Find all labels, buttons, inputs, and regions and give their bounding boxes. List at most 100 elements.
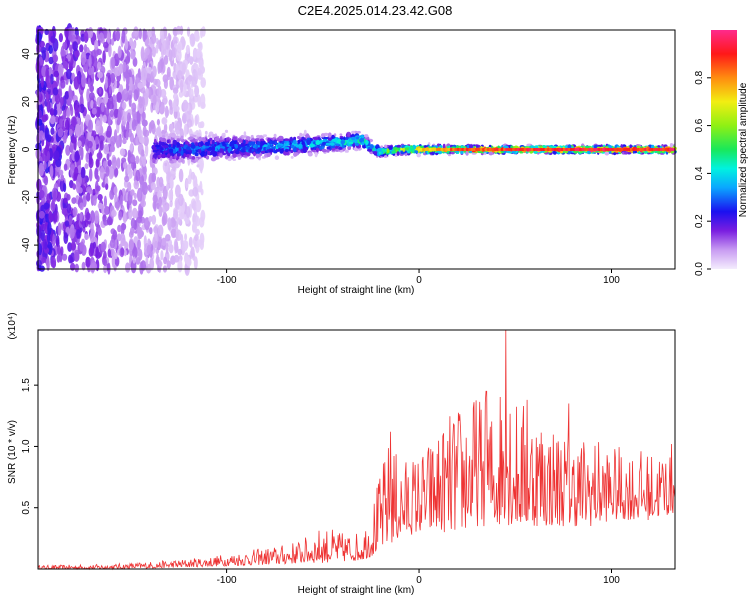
heatmap-signal-cell (276, 149, 280, 152)
heatmap-signal-cell (278, 135, 283, 140)
heatmap-signal-cell (339, 133, 343, 136)
heatmap-signal-cell (246, 152, 250, 156)
heatmap-noise-cell (103, 205, 109, 216)
heatmap-noise-cell (177, 41, 183, 52)
heatmap-noise-cell (185, 44, 190, 55)
heatmap-noise-cell (172, 87, 179, 95)
heatmap-noise-cell (41, 65, 47, 78)
heatmap-ridge-peak-cell (613, 147, 617, 152)
heatmap-signal-cell (315, 147, 319, 153)
heatmap-noise-cell (196, 239, 202, 248)
heatmap-noise-cell (57, 63, 64, 75)
heatmap-signal-cell (511, 150, 516, 154)
heatmap-signal-cell (465, 151, 469, 156)
heatmap-ridge-peak-cell (602, 147, 606, 152)
heatmap-signal-cell (227, 157, 232, 162)
heatmap-noise-cell (136, 110, 141, 124)
heatmap-ridge-peak-cell (641, 147, 645, 152)
heatmap-signal-cell (350, 136, 356, 141)
heatmap-signal-cell (604, 151, 610, 156)
heatmap-ridge-peak-cell (484, 147, 488, 152)
heatmap-noise-cell (79, 241, 85, 252)
heatmap-noise-cell (138, 96, 143, 109)
heatmap-signal-cell (348, 141, 354, 145)
heatmap-signal-cell (227, 147, 231, 153)
heatmap-noise-cell (155, 101, 160, 114)
heatmap-noise-cell (102, 114, 107, 124)
heatmap-noise-cell (63, 163, 68, 171)
heatmap-noise-cell (138, 28, 142, 40)
heatmap-noise-cell (122, 161, 128, 169)
heatmap-noise-cell (130, 217, 136, 229)
heatmap-noise-cell (41, 256, 47, 264)
heatmap-ridge-peak-cell (535, 147, 539, 152)
heatmap-noise-cell (175, 184, 181, 198)
heatmap-noise-cell (116, 157, 121, 169)
heatmap-signal-cell (154, 138, 157, 144)
heatmap-signal-cell (171, 130, 175, 134)
heatmap-signal-cell (214, 137, 220, 142)
colorbar-tick-label: 0.6 (694, 118, 705, 132)
heatmap-noise-cell (186, 257, 192, 267)
heatmap-signal-cell (221, 132, 226, 136)
heatmap-signal-cell (191, 156, 196, 160)
colorbar-tick-label: 0.8 (694, 70, 705, 84)
heatmap-noise-cell (96, 61, 102, 70)
heatmap-noise-cell (60, 79, 66, 89)
heatmap-noise-cell (158, 176, 164, 188)
heatmap-signal-cell (212, 134, 216, 137)
heatmap-signal-cell (404, 147, 409, 151)
heatmap-ridge-peak-cell (489, 147, 493, 152)
heatmap-noise-cell (41, 114, 48, 123)
heatmap-noise-cell (170, 217, 176, 228)
heatmap-ridge-peak-cell (505, 147, 509, 152)
heatmap-signal-cell (208, 134, 211, 138)
heatmap-noise-cell (86, 88, 90, 103)
heatmap-noise-cell (117, 111, 122, 124)
heatmap-ridge-peak-cell (562, 147, 567, 152)
heatmap-signal-cell (156, 151, 161, 155)
heatmap-ridge-peak-cell (486, 147, 490, 152)
heatmap-noise-cell (125, 262, 131, 273)
heatmap-ridge-peak-cell (643, 147, 648, 152)
heatmap-signal-cell (350, 134, 355, 138)
heatmap-y-axis-label: Frequency (Hz) (7, 116, 18, 185)
heatmap-ridge-peak-cell (634, 147, 638, 152)
heatmap-signal-cell (204, 141, 210, 147)
heatmap-noise-cell (46, 150, 51, 162)
heatmap-noise-cell (121, 101, 127, 110)
heatmap-noise-cell (151, 172, 157, 183)
heatmap-noise-cell (87, 77, 91, 88)
heatmap-signal-cell (176, 152, 181, 157)
heatmap-noise-cell (115, 66, 122, 77)
heatmap-noise-cell (200, 27, 203, 39)
heatmap-noise-cell (129, 76, 133, 91)
heatmap-noise-cell (98, 87, 102, 95)
heatmap-noise-cell (91, 262, 97, 271)
heatmap-noise-cell (43, 175, 49, 186)
heatmap-noise-cell (79, 212, 83, 222)
heatmap-noise-cell (125, 130, 129, 141)
heatmap-signal-cell (235, 150, 240, 155)
heatmap-noise-cell (71, 197, 77, 205)
heatmap-signal-cell (483, 152, 487, 155)
colorbar-tick-label: 0.0 (694, 262, 705, 276)
heatmap-noise-cell (160, 57, 164, 70)
heatmap-y-tick-label: -20 (21, 190, 32, 205)
heatmap-noise-cell (88, 67, 93, 76)
heatmap-signal-cell (468, 144, 474, 149)
heatmap-signal-cell (200, 141, 204, 147)
heatmap-noise-cell (73, 76, 80, 90)
heatmap-signal-cell (294, 152, 299, 156)
heatmap-signal-cell (302, 142, 306, 148)
heatmap-ridge-peak-cell (576, 147, 581, 152)
heatmap-noise-cell (46, 100, 51, 113)
heatmap-noise-cell (53, 150, 60, 161)
heatmap-signal-cell (290, 156, 294, 159)
heatmap-noise-cell (120, 247, 125, 256)
heatmap-noise-cell (105, 183, 109, 191)
heatmap-signal-cell (303, 129, 307, 135)
heatmap-noise-cell (169, 176, 174, 190)
heatmap-ridge-peak-cell (431, 147, 435, 152)
heatmap-noise-cell (121, 29, 126, 44)
